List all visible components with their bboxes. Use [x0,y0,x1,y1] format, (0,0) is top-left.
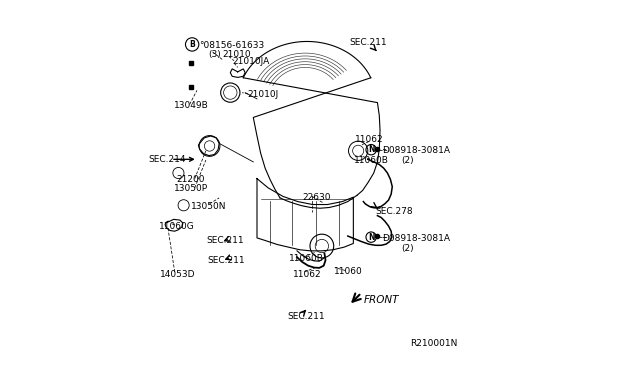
Text: SEC.211: SEC.211 [349,38,387,47]
Text: N: N [368,145,374,154]
Text: 11060B: 11060B [289,254,323,263]
Text: R210001N: R210001N [410,339,457,348]
Text: 11062: 11062 [293,270,322,279]
Text: FRONT: FRONT [364,295,399,305]
Text: 13050P: 13050P [174,185,209,193]
Text: SEC.278: SEC.278 [376,207,413,216]
Text: Ð08918-3081A: Ð08918-3081A [381,234,449,243]
Text: 11060: 11060 [334,267,363,276]
Text: SEC.214: SEC.214 [148,155,186,164]
Text: (3): (3) [208,50,221,59]
Text: 14053D: 14053D [159,270,195,279]
Text: 11060G: 11060G [159,221,195,231]
Text: (2): (2) [401,244,414,253]
Text: 21010: 21010 [223,50,251,59]
Text: 11062: 11062 [355,135,383,144]
Text: 13050N: 13050N [191,202,227,211]
Text: 21200: 21200 [177,175,205,184]
Text: 13049B: 13049B [174,101,209,110]
Text: (2): (2) [401,156,414,165]
Text: SEC.211: SEC.211 [206,236,244,246]
Text: B: B [189,40,195,49]
Text: 11060B: 11060B [354,156,388,165]
Text: 22630: 22630 [302,193,331,202]
Text: 21010J: 21010J [247,90,278,99]
Text: 21010JA: 21010JA [232,57,269,66]
Text: SEC.211: SEC.211 [207,256,245,265]
Text: Ð08918-3081A: Ð08918-3081A [381,146,449,155]
Text: SEC.211: SEC.211 [287,312,325,321]
Text: N: N [368,232,374,242]
Text: °08156-61633: °08156-61633 [200,41,265,50]
